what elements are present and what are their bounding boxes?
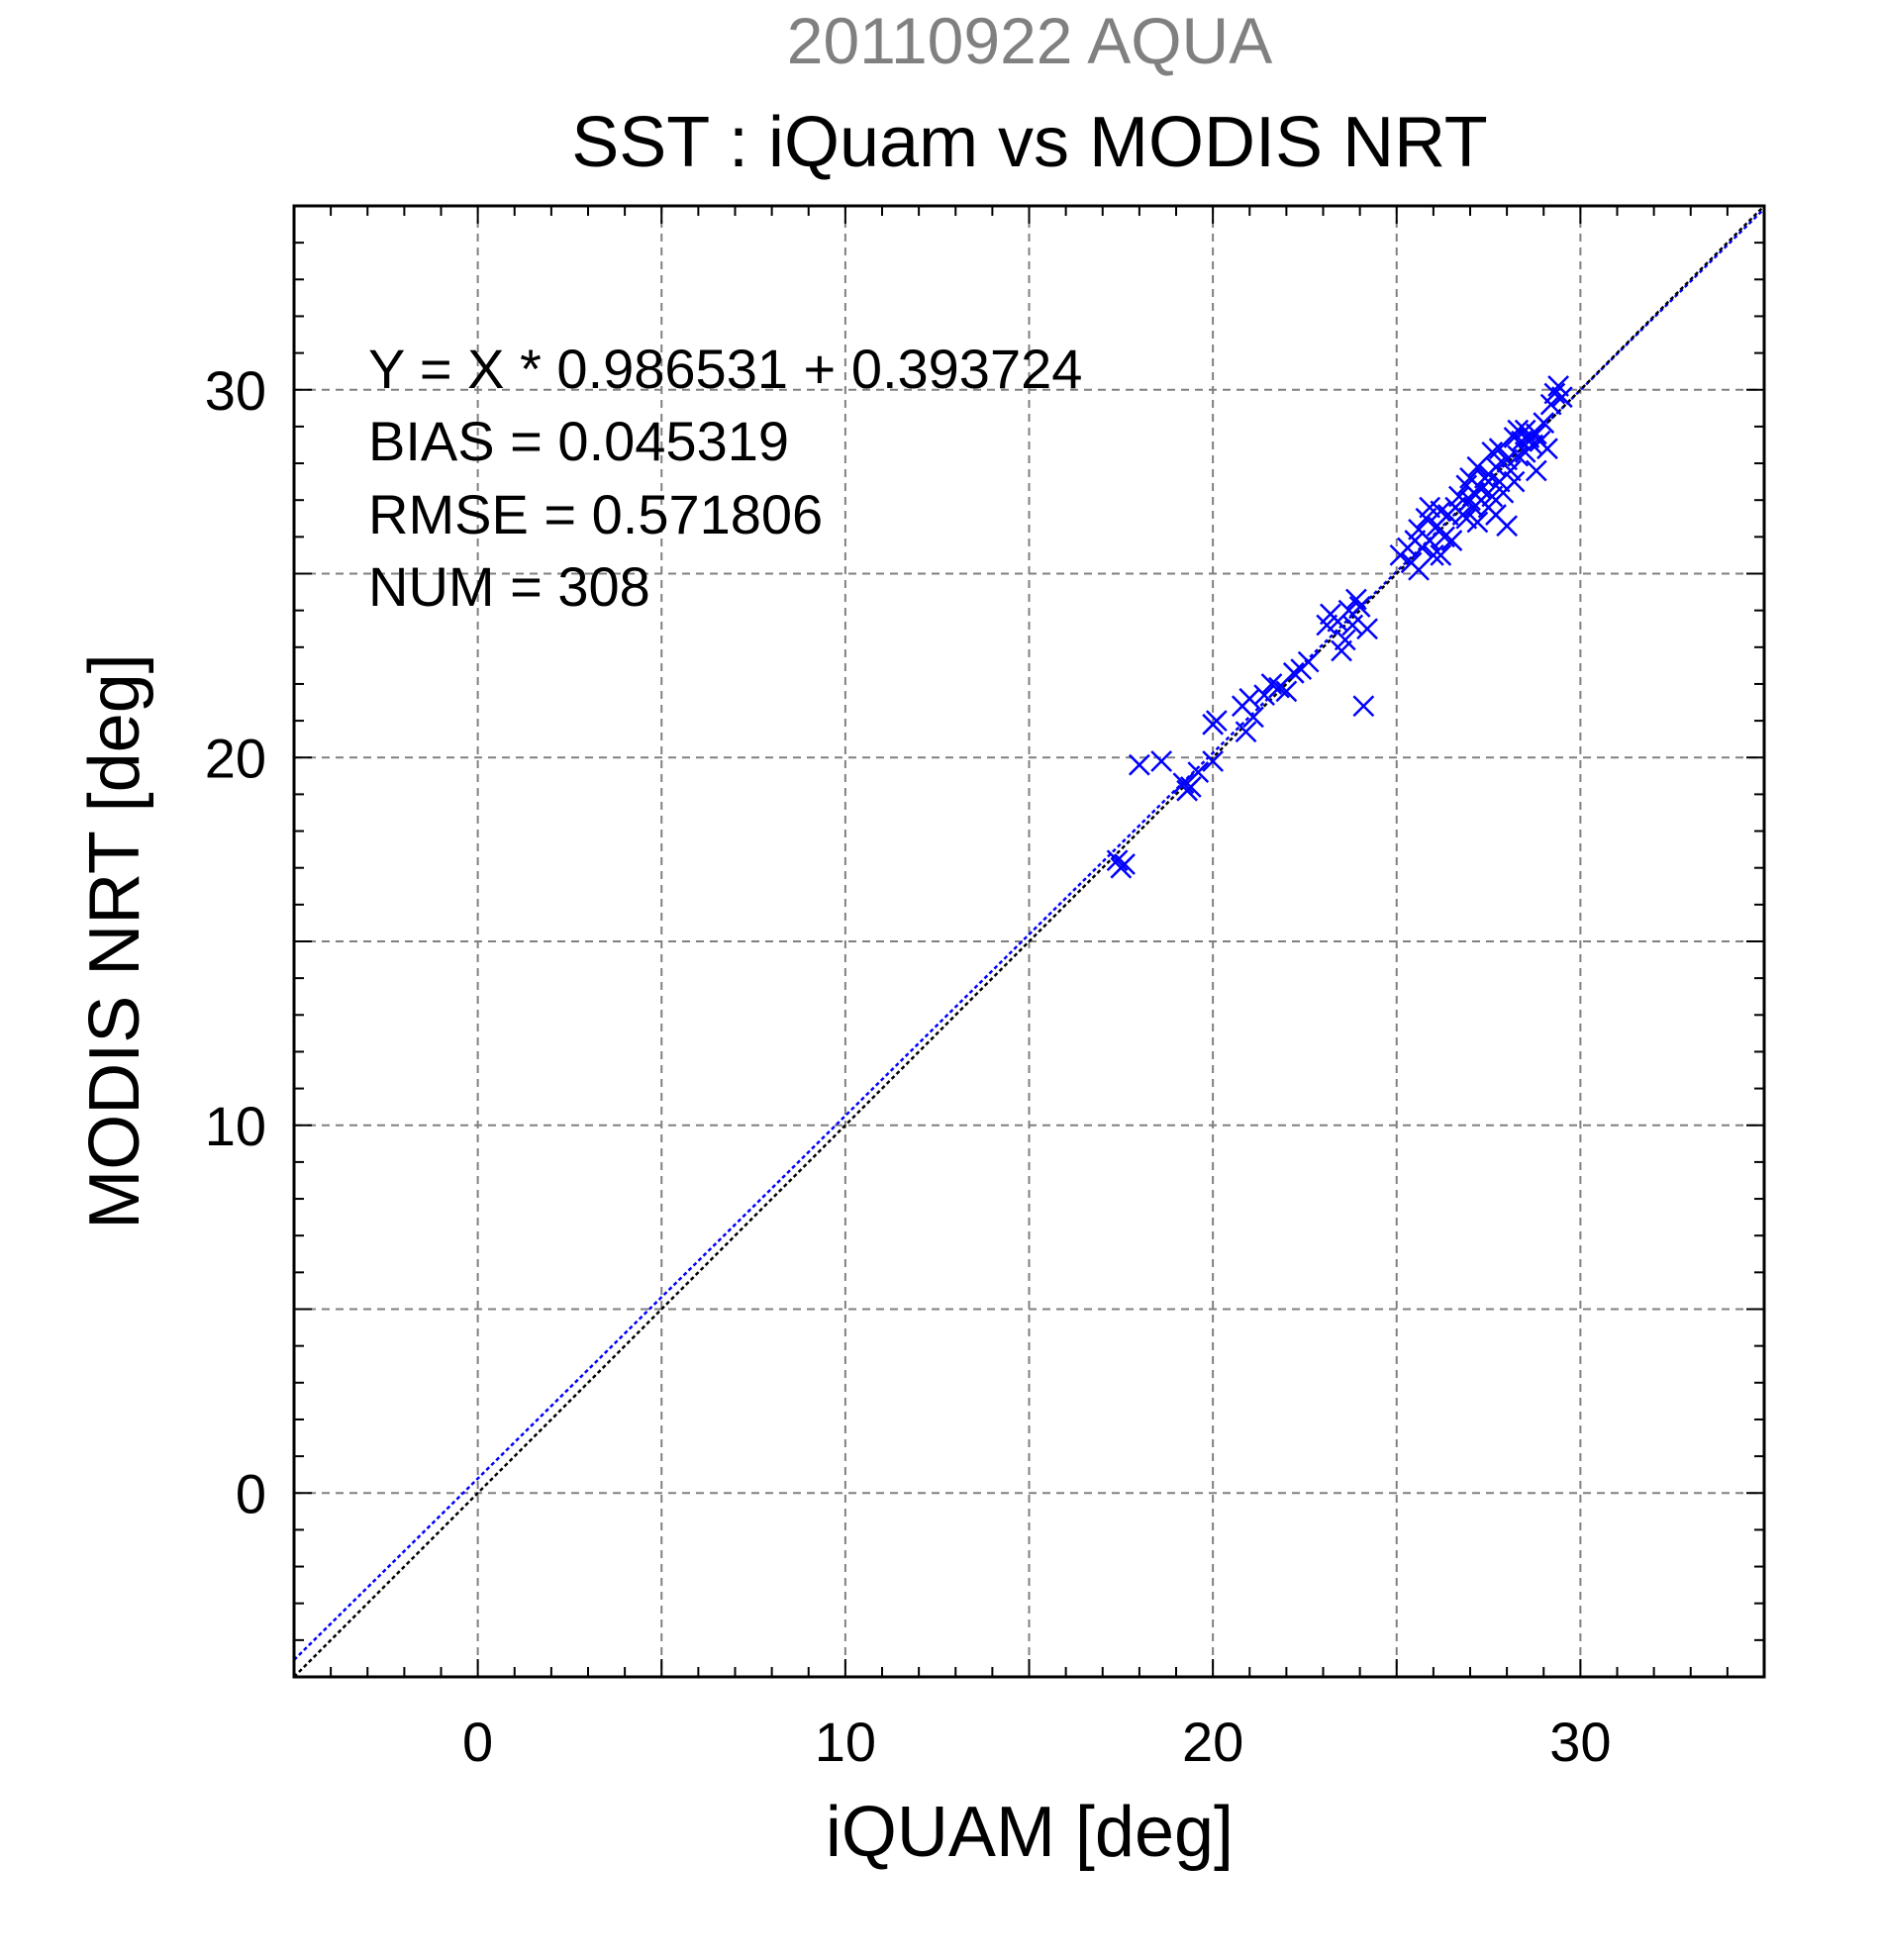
data-point bbox=[1110, 856, 1133, 879]
y-tick-label: 0 bbox=[236, 1462, 266, 1524]
plot-frame bbox=[292, 204, 1766, 1679]
data-point bbox=[1466, 511, 1489, 534]
data-point bbox=[1150, 750, 1173, 772]
data-point bbox=[1503, 470, 1526, 493]
data-point bbox=[1430, 544, 1452, 566]
data-point bbox=[1242, 706, 1264, 729]
y-tick-label: 10 bbox=[205, 1095, 266, 1157]
data-point bbox=[1253, 684, 1275, 706]
fit-lines-layer bbox=[293, 205, 1765, 1678]
tick-labels-layer: 0 10 20 30 0 10 20 30 bbox=[205, 359, 1612, 1773]
data-point bbox=[1128, 753, 1150, 776]
data-point bbox=[1507, 444, 1530, 467]
data-point bbox=[1525, 459, 1547, 482]
y-axis-label: MODIS NRT [deg] bbox=[75, 653, 154, 1229]
data-point bbox=[1297, 650, 1320, 673]
ticks-layer bbox=[294, 206, 1764, 1677]
data-point bbox=[1275, 680, 1298, 703]
stats-rmse: RMSE = 0.571806 bbox=[368, 483, 823, 545]
data-point bbox=[1525, 423, 1547, 445]
x-tick-label: 10 bbox=[815, 1711, 876, 1773]
identity-line bbox=[293, 205, 1765, 1678]
data-point bbox=[1533, 412, 1555, 435]
data-point bbox=[1345, 588, 1367, 611]
data-point bbox=[1172, 772, 1195, 795]
data-point bbox=[1422, 544, 1444, 566]
data-point bbox=[1481, 441, 1504, 463]
stats-bias: BIAS = 0.045319 bbox=[368, 410, 789, 472]
data-point bbox=[1550, 386, 1573, 409]
data-point bbox=[1341, 614, 1364, 637]
data-point bbox=[1485, 455, 1507, 478]
data-point bbox=[1106, 849, 1129, 872]
data-point bbox=[1187, 761, 1210, 783]
data-point bbox=[1434, 526, 1455, 548]
data-point bbox=[1260, 673, 1283, 695]
data-point bbox=[1179, 776, 1202, 798]
data-point bbox=[1205, 710, 1228, 732]
data-point bbox=[1334, 629, 1356, 651]
chart-title: SST : iQuam vs MODIS NRT bbox=[571, 103, 1488, 182]
y-tick-label: 20 bbox=[205, 727, 266, 789]
data-point bbox=[1536, 438, 1558, 460]
data-point bbox=[1430, 500, 1452, 523]
points-layer bbox=[1106, 375, 1573, 879]
data-point bbox=[1352, 695, 1375, 718]
data-point bbox=[1440, 530, 1463, 551]
data-point bbox=[1488, 438, 1511, 460]
x-tick-label: 20 bbox=[1182, 1711, 1243, 1773]
data-point bbox=[1356, 618, 1378, 640]
x-tick-label: 0 bbox=[462, 1711, 493, 1773]
data-point bbox=[1496, 515, 1519, 538]
stats-num: NUM = 308 bbox=[368, 555, 650, 618]
data-point bbox=[1543, 382, 1566, 405]
data-point bbox=[1419, 530, 1441, 551]
x-axis-label: iQUAM [deg] bbox=[826, 1793, 1234, 1872]
y-tick-label: 30 bbox=[205, 359, 266, 422]
data-point bbox=[1282, 661, 1305, 684]
data-point bbox=[1348, 596, 1371, 618]
x-tick-label: 30 bbox=[1549, 1711, 1611, 1773]
stats-regression: Y = X * 0.986531 + 0.393724 bbox=[368, 338, 1082, 400]
chart-subtitle-date: 20110922 AQUA bbox=[787, 4, 1273, 77]
data-point bbox=[1238, 687, 1261, 710]
data-point bbox=[1235, 721, 1257, 743]
data-point bbox=[1202, 750, 1225, 772]
